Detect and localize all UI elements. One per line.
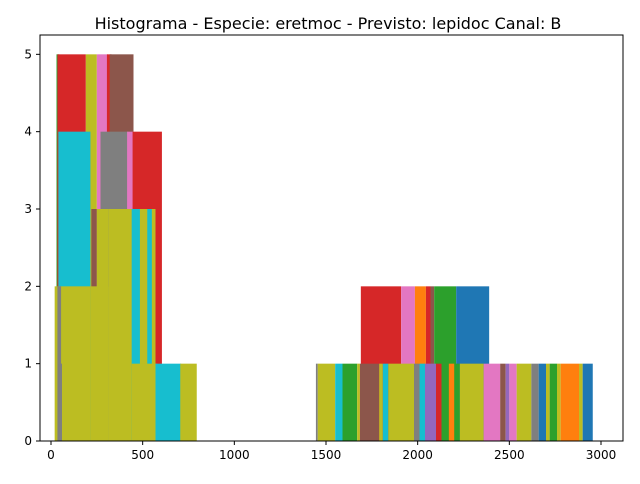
histogram-bar (436, 363, 442, 441)
histogram-bar (317, 363, 336, 441)
x-tick-label: 3000 (586, 448, 617, 462)
plot-frame (39, 34, 624, 442)
histogram-bar (147, 209, 153, 441)
x-tick-label: 500 (131, 448, 154, 462)
y-tick-label: 5 (24, 47, 32, 61)
y-tick-label: 3 (24, 202, 32, 216)
histogram-bar (483, 363, 501, 441)
histogram-bar (441, 363, 449, 441)
histogram-bar (582, 363, 593, 441)
histogram-bar (357, 363, 360, 441)
histogram-bar (335, 363, 343, 441)
histogram-bar (131, 209, 141, 441)
x-tick-label: 0 (47, 448, 55, 462)
histogram-bar (557, 363, 561, 441)
histogram-bar (454, 363, 460, 441)
x-tick-label: 1500 (311, 448, 342, 462)
x-tick-label: 2000 (402, 448, 433, 462)
y-tick-label: 1 (24, 357, 32, 371)
histogram-bar (509, 363, 517, 441)
histogram-bar (388, 363, 414, 441)
axes-layer: 0 500 1000 1500 2000 2500 3000 0 1 2 3 4 5 (24, 34, 624, 462)
histogram-bar (414, 363, 420, 441)
histogram-bar (155, 363, 182, 441)
x-tick-label: 1000 (219, 448, 250, 462)
histogram-bar (359, 363, 380, 441)
histogram-bar (342, 363, 358, 441)
histogram-bar (382, 363, 389, 441)
histogram-bar (579, 363, 583, 441)
histogram-bar (505, 363, 510, 441)
histogram-bar (108, 209, 133, 441)
x-tick-label: 2500 (494, 448, 525, 462)
chart-title: Histograma - Especie: eretmoc - Previsto… (95, 14, 562, 33)
histogram-bar (315, 363, 318, 441)
histogram-bar (459, 363, 484, 441)
histogram-bar (151, 209, 156, 441)
histogram-bar (560, 363, 579, 441)
y-tick-label: 4 (24, 125, 32, 139)
histogram-bar (131, 363, 158, 441)
y-tick-label: 2 (24, 279, 32, 293)
histogram-bar (180, 363, 197, 441)
histogram-bar (500, 363, 506, 441)
histogram-bar (538, 363, 546, 441)
histogram-bar (139, 209, 149, 441)
y-tick-label: 0 (24, 434, 32, 448)
histogram-bar (58, 363, 62, 441)
bars-layer (54, 54, 593, 441)
histogram-bar (516, 363, 532, 441)
histogram-bar (531, 363, 539, 441)
histogram-bar (448, 363, 455, 441)
histogram-bar (90, 286, 109, 441)
histogram-bar (379, 363, 383, 441)
histogram-bar (419, 363, 425, 441)
histogram-bar (425, 363, 436, 441)
histogram-bar (546, 363, 550, 441)
histogram-bar (549, 363, 557, 441)
